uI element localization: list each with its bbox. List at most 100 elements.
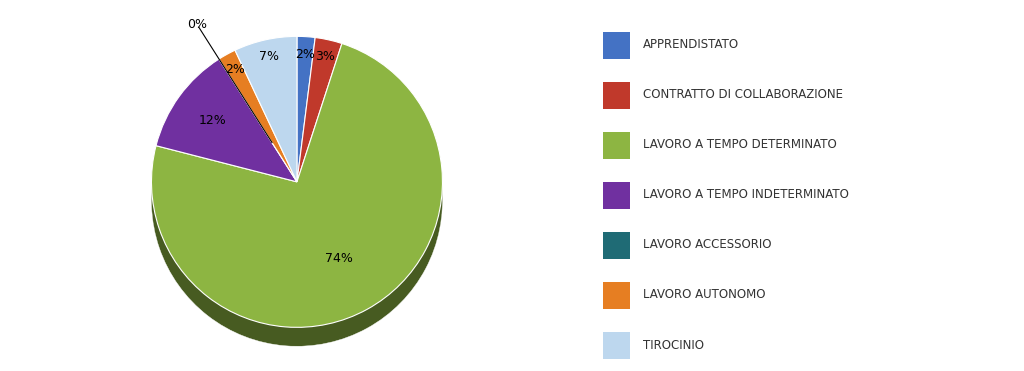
Text: LAVORO ACCESSORIO: LAVORO ACCESSORIO [643,238,772,252]
Wedge shape [219,73,297,196]
Wedge shape [219,69,297,193]
Wedge shape [156,59,297,182]
Wedge shape [236,53,297,199]
Wedge shape [297,50,315,196]
Wedge shape [156,76,297,199]
Wedge shape [219,62,297,193]
Wedge shape [219,76,297,199]
Wedge shape [152,61,442,345]
Wedge shape [219,68,297,190]
Wedge shape [297,43,315,188]
Wedge shape [297,46,315,191]
Wedge shape [156,75,297,198]
Wedge shape [219,50,297,182]
Wedge shape [297,43,342,187]
Wedge shape [236,45,297,190]
Wedge shape [219,67,297,199]
Wedge shape [219,65,297,197]
Wedge shape [219,62,297,185]
Wedge shape [219,56,297,188]
Wedge shape [156,70,297,193]
Wedge shape [236,40,297,186]
Wedge shape [297,52,315,198]
Wedge shape [156,72,297,194]
Wedge shape [219,69,297,201]
Wedge shape [297,36,315,182]
Wedge shape [297,48,342,193]
Wedge shape [297,54,315,200]
Wedge shape [219,61,297,184]
Text: TIROCINIO: TIROCINIO [643,338,705,352]
Wedge shape [236,43,297,188]
Wedge shape [297,55,315,201]
Wedge shape [219,61,297,193]
Wedge shape [297,37,315,183]
Wedge shape [236,48,297,193]
Wedge shape [156,77,297,200]
Wedge shape [156,64,297,187]
Wedge shape [156,60,297,183]
Wedge shape [297,47,315,193]
Text: 2%: 2% [295,47,315,60]
Wedge shape [236,36,297,182]
Wedge shape [152,56,442,340]
Wedge shape [152,50,442,334]
Text: 2%: 2% [225,63,245,76]
Wedge shape [219,60,297,183]
Wedge shape [236,55,297,201]
Wedge shape [152,52,442,336]
Wedge shape [152,57,442,341]
Wedge shape [152,49,442,333]
Wedge shape [297,53,315,199]
Bar [602,32,631,59]
Wedge shape [219,78,297,201]
Wedge shape [152,43,442,327]
Wedge shape [156,78,297,201]
Bar [602,132,631,159]
Wedge shape [297,42,342,186]
Text: 0%: 0% [187,18,207,31]
Text: 7%: 7% [259,50,279,63]
Wedge shape [297,44,315,189]
Wedge shape [236,54,297,200]
Wedge shape [152,48,442,332]
Wedge shape [156,69,297,191]
Wedge shape [297,44,342,188]
Wedge shape [152,51,442,335]
Wedge shape [297,51,315,197]
Wedge shape [236,37,297,183]
Wedge shape [297,40,315,185]
Wedge shape [219,64,297,187]
Wedge shape [297,53,342,198]
Wedge shape [152,62,442,346]
Wedge shape [297,55,342,200]
Wedge shape [152,58,442,342]
Text: 12%: 12% [199,114,226,127]
Bar [602,232,631,259]
Wedge shape [297,49,315,194]
Wedge shape [156,68,297,190]
Wedge shape [156,63,297,186]
Wedge shape [152,46,442,329]
Wedge shape [236,46,297,191]
Bar [602,282,631,309]
Wedge shape [156,73,297,196]
Wedge shape [219,77,297,200]
Wedge shape [219,66,297,198]
Wedge shape [297,56,342,201]
Bar [602,82,631,109]
Wedge shape [297,51,342,196]
Wedge shape [219,63,297,186]
Wedge shape [297,48,315,193]
Wedge shape [236,40,297,185]
Wedge shape [152,59,442,343]
Wedge shape [297,42,315,187]
Wedge shape [297,40,342,184]
Wedge shape [297,54,342,199]
Wedge shape [152,55,442,339]
Wedge shape [219,68,297,200]
Wedge shape [297,45,315,190]
Wedge shape [219,69,297,191]
Wedge shape [297,46,342,190]
Wedge shape [156,61,297,184]
